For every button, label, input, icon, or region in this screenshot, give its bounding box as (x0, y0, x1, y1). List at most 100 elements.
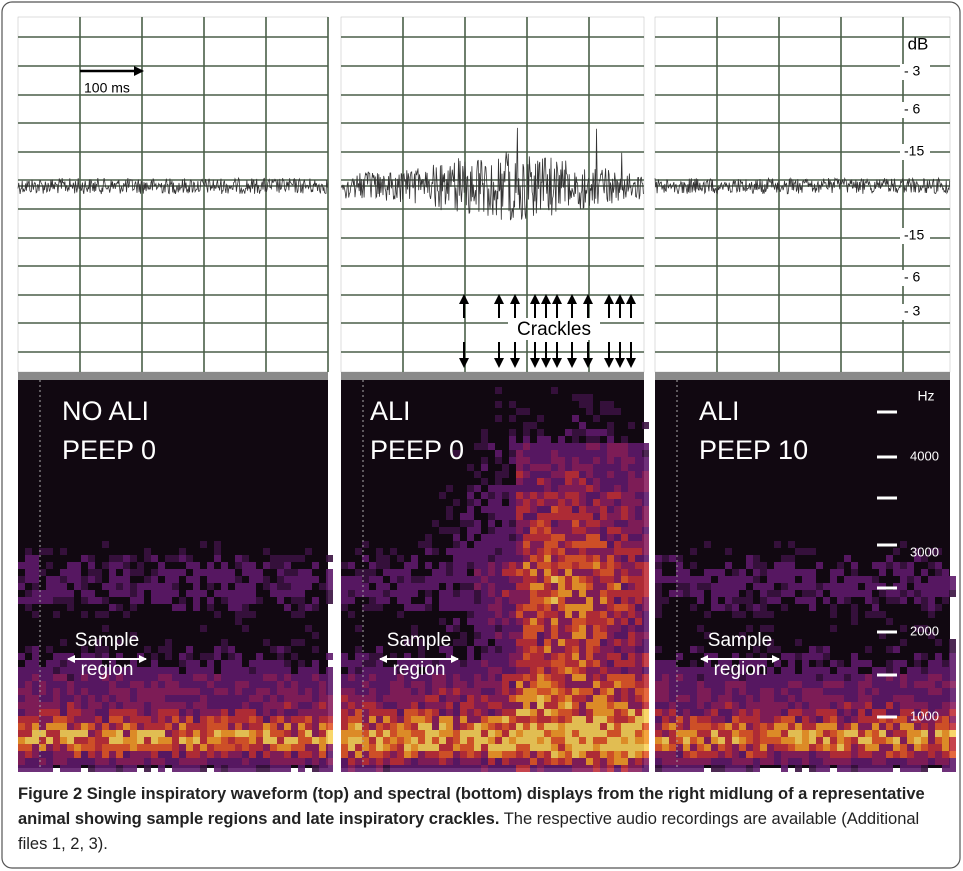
spectrogram-cell (830, 590, 837, 597)
spectrogram-cell (628, 590, 635, 597)
spectrogram-cell (537, 709, 544, 716)
spectrogram-cell (725, 590, 732, 597)
spectrogram-cell (802, 688, 809, 695)
spectrogram-cell (221, 681, 228, 688)
spectrogram-cell (362, 653, 369, 660)
spectrogram-cell (228, 709, 235, 716)
spectrogram-cell (214, 611, 221, 618)
spectrogram-cell (572, 723, 579, 730)
spectrogram-cell (502, 569, 509, 576)
spectrogram-cell (270, 758, 277, 765)
spectrogram-cell (732, 667, 739, 674)
spectrogram-cell (586, 625, 593, 632)
spectrogram-cell (228, 653, 235, 660)
spectrogram-cell (907, 569, 914, 576)
spectrogram-cell (537, 618, 544, 625)
spectrogram-cell (488, 646, 495, 653)
spectrogram-cell (823, 744, 830, 751)
spectrogram-cell (558, 520, 565, 527)
spectrogram-cell (621, 765, 628, 772)
spectrogram-cell (516, 513, 523, 520)
spectrogram-cell (886, 751, 893, 758)
spectrogram-cell (558, 758, 565, 765)
spectrogram-cell (88, 660, 95, 667)
spectrogram-cell (509, 527, 516, 534)
spectrogram-cell (263, 562, 270, 569)
spectrogram-cell (746, 590, 753, 597)
spectrogram-cell (865, 688, 872, 695)
spectrogram-cell (662, 695, 669, 702)
spectrogram-cell (193, 758, 200, 765)
spectrogram-cell (537, 611, 544, 618)
spectrogram-cell (551, 506, 558, 513)
spectrogram-cell (102, 709, 109, 716)
spectrogram-cell (263, 639, 270, 646)
spectrogram-cell (655, 674, 662, 681)
spectrogram-cell (221, 674, 228, 681)
spectrogram-cell (165, 576, 172, 583)
spectrogram-cell (130, 737, 137, 744)
spectrogram-cell (523, 590, 530, 597)
spectrogram-cell (291, 751, 298, 758)
spectrogram-cell (397, 688, 404, 695)
spectrogram-cell (621, 569, 628, 576)
spectrogram-cell (312, 646, 319, 653)
spectrogram-cell (516, 597, 523, 604)
spectrogram-cell (502, 695, 509, 702)
spectrogram-cell (137, 702, 144, 709)
spectrogram-cell (18, 737, 25, 744)
spectrogram-cell (900, 744, 907, 751)
spectrogram-cell (305, 548, 312, 555)
spectrogram-cell (942, 695, 949, 702)
spectrogram-cell (669, 758, 676, 765)
spectrogram-cell (802, 576, 809, 583)
spectrogram-cell (781, 653, 788, 660)
spectrogram-cell (53, 667, 60, 674)
spectrogram-cell (949, 702, 956, 709)
spectrogram-cell (298, 555, 305, 562)
spectrogram-cell (586, 667, 593, 674)
spectrogram-cell (628, 576, 635, 583)
spectrogram-cell (621, 723, 628, 730)
spectrogram-cell (390, 576, 397, 583)
spectrogram-cell (865, 730, 872, 737)
spectrogram-cell (523, 667, 530, 674)
spectrogram-cell (523, 709, 530, 716)
spectrogram-cell (432, 569, 439, 576)
spectrogram-cell (53, 751, 60, 758)
spectrogram-cell (642, 520, 649, 527)
spectrogram-cell (593, 478, 600, 485)
spectrogram-cell (788, 667, 795, 674)
spectrogram-cell (851, 562, 858, 569)
spectrogram-cell (214, 695, 221, 702)
spectrogram-cell (746, 716, 753, 723)
spectrogram-cell (704, 667, 711, 674)
spectrogram-cell (921, 590, 928, 597)
spectrogram-cell (635, 478, 642, 485)
spectrogram-cell (488, 513, 495, 520)
spectrogram-cell (200, 569, 207, 576)
spectrogram-cell (179, 702, 186, 709)
spectrogram-cell (642, 548, 649, 555)
spectrogram-cell (495, 534, 502, 541)
spectrogram-cell (88, 569, 95, 576)
spectrogram-cell (277, 583, 284, 590)
spectrogram-cell (488, 625, 495, 632)
spectrogram-cell (565, 716, 572, 723)
spectrogram-cell (565, 702, 572, 709)
spectrogram-cell (158, 730, 165, 737)
spectrogram-cell (193, 604, 200, 611)
spectrogram-cell (781, 737, 788, 744)
spectrogram-cell (235, 688, 242, 695)
spectrogram-cell (921, 730, 928, 737)
spectrogram-cell (551, 730, 558, 737)
spectrogram-cell (816, 737, 823, 744)
spectrogram-cell (516, 499, 523, 506)
spectrogram-cell (683, 667, 690, 674)
spectrogram-cell (425, 597, 432, 604)
spectrogram-cell (88, 751, 95, 758)
spectrogram-cell (593, 555, 600, 562)
spectrogram-cell (32, 716, 39, 723)
spectrogram-cell (558, 765, 565, 772)
spectrogram-cell (116, 695, 123, 702)
